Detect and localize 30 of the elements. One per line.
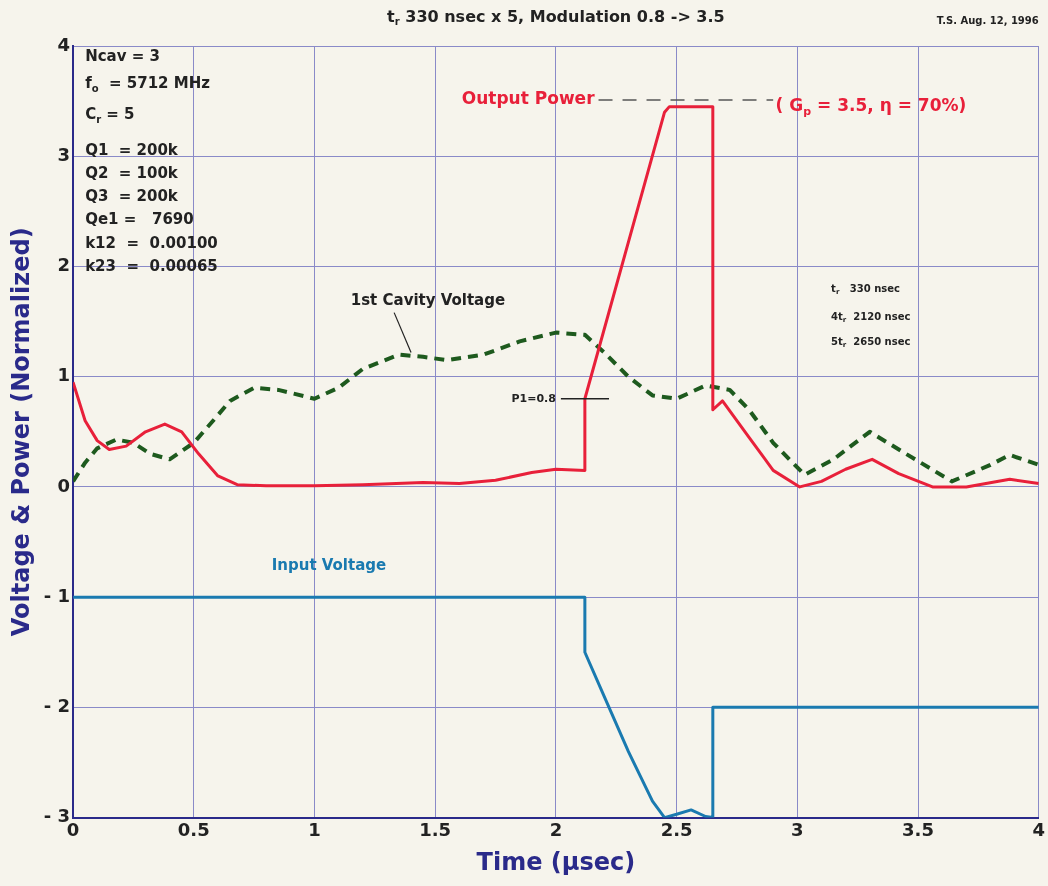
x-tick-label: 1 xyxy=(308,819,321,841)
text: T.S. Aug. 12, 1996 xyxy=(936,15,1039,27)
x-tick-label: 1.5 xyxy=(419,819,452,841)
annotation: Q3 = 200k xyxy=(85,186,179,205)
x-tick-label: 3.5 xyxy=(902,819,934,841)
annotation: k23 = 0.00065 xyxy=(85,257,218,276)
text: Output Power xyxy=(461,88,596,109)
line-series xyxy=(73,330,1039,484)
x-tick-label: 3 xyxy=(791,819,804,841)
y-tick-label: - 2 xyxy=(43,695,71,717)
x-axis-title: Time (μsec) xyxy=(476,847,636,876)
x-tick-label: 4 xyxy=(1032,819,1045,841)
text: 1st Cavity Voltage xyxy=(350,290,506,309)
annotation: Q1 = 200k xyxy=(85,140,179,159)
y-tick-label: 0 xyxy=(57,474,71,496)
annotation: Qe1 = 7690 xyxy=(85,210,194,229)
y-tick-label: 1 xyxy=(57,364,71,386)
y-axis-title: Voltage & Power (Normalized) xyxy=(6,227,35,637)
y-tick-label: 4 xyxy=(57,33,71,55)
annotation: Ncav = 3 xyxy=(85,46,160,65)
x-tick-label: 0.5 xyxy=(177,819,210,841)
y-tick-label: 3 xyxy=(57,143,71,165)
x-tick-label: 2 xyxy=(549,819,563,841)
y-tick-label: - 1 xyxy=(43,584,71,606)
x-tick-label: 2.5 xyxy=(660,819,693,841)
annotation: Q2 = 100k xyxy=(85,163,179,182)
annotation: k12 = 0.00100 xyxy=(85,234,218,253)
series-label: Input Voltage xyxy=(271,556,387,575)
y-tick-label: 2 xyxy=(57,254,71,276)
annotation: P1=0.8 xyxy=(511,391,556,405)
